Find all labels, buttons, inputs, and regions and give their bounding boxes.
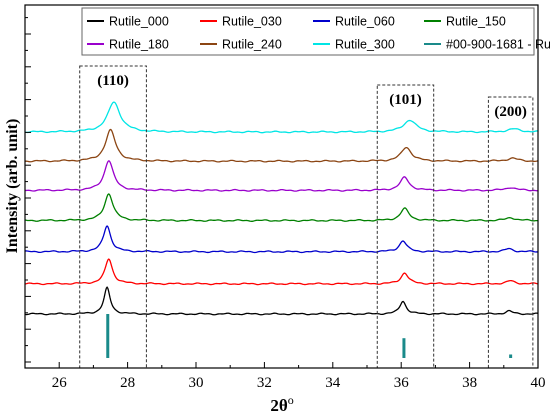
series-line	[24, 160, 538, 192]
series-line	[24, 225, 539, 254]
y-axis-label: Intensity (arb. unit)	[4, 119, 21, 254]
x-tick-label: 28	[120, 375, 135, 391]
x-tick-label: 30	[189, 375, 204, 391]
legend-entry: Rutile_240	[222, 38, 282, 52]
legend-entry: Rutile_000	[109, 15, 169, 29]
x-tick-label: 26	[52, 375, 68, 391]
legend-entry: Rutile_030	[222, 15, 282, 29]
legend-box	[81, 7, 535, 56]
legend: Rutile_000 Rutile_030 Rutile_060 Rutile_150…	[81, 7, 550, 56]
axes: 26 28 30 32 34 36 38 40 2θo Intensity (arb. unit)	[4, 4, 546, 415]
legend-entry: #00-900-1681 - Rutile	[446, 38, 550, 52]
series-line	[24, 101, 539, 134]
annotation-box	[79, 65, 147, 369]
x-tick-label: 34	[325, 375, 341, 391]
x-axis-label-main: 2θ	[270, 396, 288, 415]
annotation-box	[487, 96, 534, 369]
x-axis-label: 2θo	[270, 393, 293, 415]
legend-entry: Rutile_300	[335, 38, 395, 52]
x-tick-label: 38	[462, 375, 477, 391]
legend-entry: Rutile_060	[335, 15, 395, 29]
x-tick-label: 36	[394, 375, 410, 391]
plot-frame	[24, 4, 539, 369]
x-tick-label: 32	[257, 375, 272, 391]
x-axis-label-superscript: o	[288, 393, 294, 407]
legend-entry: Rutile_180	[109, 38, 169, 52]
annotation-label: (200)	[494, 104, 527, 120]
annotation-box	[376, 84, 435, 369]
series-line	[24, 193, 539, 222]
series-line	[24, 286, 539, 316]
annotation-label: (101)	[389, 92, 422, 108]
annotation-label: (110)	[97, 73, 129, 89]
series-line	[24, 258, 539, 286]
plot-layer: (110) (101) (200)	[24, 65, 539, 369]
series-line	[24, 128, 539, 163]
x-tick-label: 40	[531, 375, 546, 391]
legend-entry: Rutile_150	[446, 15, 506, 29]
